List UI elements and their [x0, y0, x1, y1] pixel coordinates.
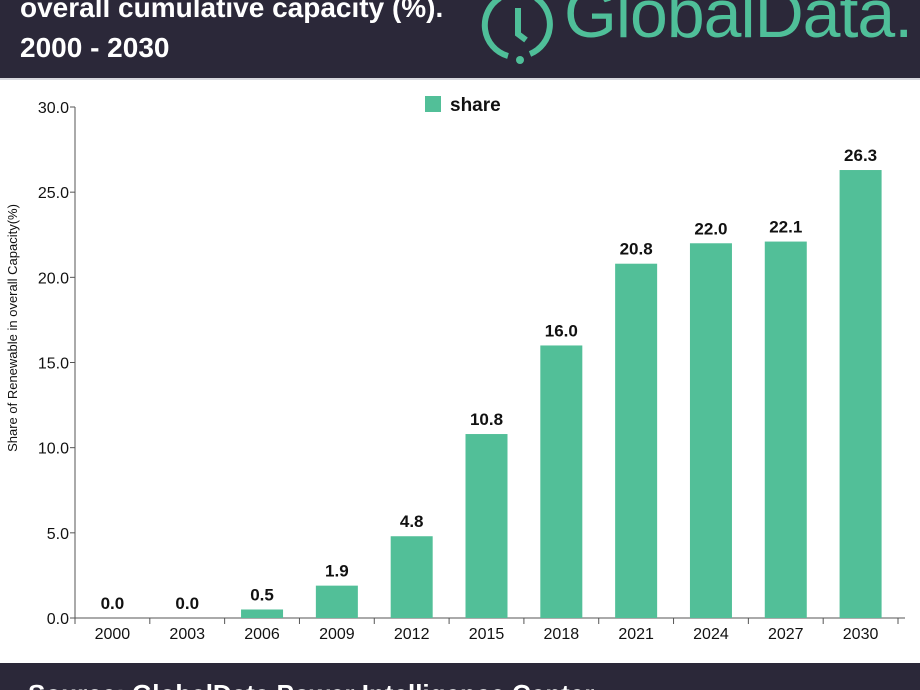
bar-2018 — [540, 345, 583, 618]
data-label-2027: 22.1 — [769, 218, 802, 237]
y-tick-label: 30.0 — [38, 100, 69, 117]
source-text: Source: GlobalData Power Intelligence Ce… — [28, 679, 594, 690]
footer: Source: GlobalData Power Intelligence Ce… — [0, 663, 920, 690]
data-label-2030: 26.3 — [844, 146, 877, 165]
y-tick-label: 20.0 — [38, 270, 69, 287]
x-tick-label: 2027 — [768, 626, 804, 643]
bar-2015 — [465, 434, 508, 618]
bar-chart: share Share of Renewable in overall Capa… — [5, 95, 905, 643]
data-label-2000: 0.0 — [101, 594, 125, 613]
data-label-2003: 0.0 — [175, 594, 199, 613]
x-tick-label: 2009 — [319, 626, 355, 643]
y-tick-label: 5.0 — [47, 526, 69, 543]
data-label-2018: 16.0 — [545, 321, 578, 340]
x-tick-label: 2024 — [693, 626, 729, 643]
bar-2021 — [615, 263, 658, 618]
data-label-2024: 22.0 — [694, 219, 727, 238]
legend: share — [425, 95, 501, 116]
y-tick-label: 25.0 — [38, 185, 69, 202]
chart-title: overall cumulative capacity (%). 2000 - … — [20, 0, 444, 63]
data-label-2021: 20.8 — [620, 240, 653, 259]
x-tick-label: 2006 — [244, 626, 280, 643]
bar-2030 — [839, 170, 882, 619]
x-tick-label: 2018 — [544, 626, 580, 643]
globaldata-logo-icon — [481, 0, 553, 64]
data-label-2006: 0.5 — [250, 585, 274, 604]
legend-label: share — [450, 95, 501, 116]
header: overall cumulative capacity (%). 2000 - … — [0, 0, 920, 80]
x-tick-label: 2015 — [469, 626, 505, 643]
x-tick-label: 2030 — [843, 626, 879, 643]
x-tick-label: 2012 — [394, 626, 430, 643]
bar-2006 — [241, 609, 284, 618]
y-tick-label: 0.0 — [47, 611, 69, 628]
y-tick-label: 15.0 — [38, 356, 69, 373]
data-label-2012: 4.8 — [400, 512, 424, 531]
bar-2009 — [315, 585, 358, 618]
x-tick-label: 2003 — [169, 626, 205, 643]
legend-swatch — [425, 96, 441, 112]
bar-2027 — [764, 241, 807, 618]
data-label-2009: 1.9 — [325, 562, 349, 581]
bar-2012 — [390, 536, 433, 618]
globaldata-logo: GlobalData. — [478, 0, 913, 68]
x-tick-label: 2000 — [95, 626, 131, 643]
y-axis-label: Share of Renewable in overall Capacity(%… — [5, 204, 20, 452]
y-tick-label: 10.0 — [38, 441, 69, 458]
data-label-2015: 10.8 — [470, 410, 503, 429]
x-tick-label: 2021 — [618, 626, 654, 643]
logo-text: GlobalData. — [564, 0, 913, 52]
bar-2024 — [689, 243, 732, 618]
